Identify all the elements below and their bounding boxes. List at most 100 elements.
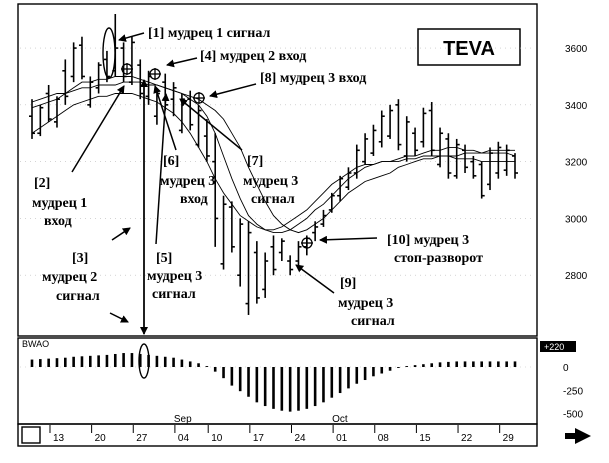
price-bar [170, 82, 177, 117]
price-bar [245, 221, 252, 315]
price-tick-2800: 2800 [565, 271, 588, 282]
annotation-9-line1: мудрец 3 [338, 296, 393, 311]
moving-average-line-2 [31, 81, 516, 234]
price-bar [512, 153, 518, 179]
price-bar [370, 124, 377, 156]
price-bar [287, 255, 294, 276]
price-bar [345, 167, 352, 191]
price-bar [253, 241, 260, 304]
annotation-arrows [71, 32, 378, 335]
price-bar [153, 90, 160, 125]
date-tick-29: 29 [503, 433, 515, 444]
price-bar [270, 235, 277, 276]
crosshair-marker-8 [193, 92, 205, 104]
price-bar [495, 141, 502, 179]
annotation-6-number: [6] [163, 154, 179, 169]
oscillator-axis-labels: 0 -250 -500 [563, 363, 583, 421]
price-bar [95, 62, 102, 94]
price-bar [278, 238, 285, 262]
date-tick-24: 24 [294, 433, 306, 444]
price-bar [128, 36, 135, 85]
price-bar [53, 96, 60, 128]
annotation-4: [4] мудрец 2 вход [200, 49, 306, 64]
price-bar [228, 201, 235, 253]
price-bar [120, 42, 127, 83]
price-bar [62, 59, 69, 105]
price-bar [137, 59, 144, 100]
signal-ellipse-oscillator [138, 343, 150, 379]
price-bar [478, 161, 485, 199]
price-bar [462, 144, 469, 173]
price-bar [487, 147, 494, 191]
annotation-3-number: [3] [72, 251, 88, 266]
date-tick-13: 13 [53, 433, 65, 444]
date-tick-17: 17 [253, 433, 265, 444]
annotation-5-line2: сигнал [152, 287, 196, 302]
price-bar [353, 144, 360, 179]
annotation-2-line2: вход [44, 214, 72, 229]
price-bar [29, 99, 35, 139]
annotation-5-line1: мудрец 3 [147, 269, 202, 284]
price-axis-labels: 3600 3400 3200 3000 2800 [565, 44, 588, 282]
crosshair-marker-5 [149, 68, 161, 80]
annotation-3-line2: сигнал [56, 289, 100, 304]
crosshair-marker-4 [121, 63, 133, 75]
price-bar [445, 133, 452, 179]
price-tick-3000: 3000 [565, 214, 588, 225]
annotation-10-line2: стоп-разворот [394, 251, 483, 266]
scroll-right-arrow-icon[interactable] [565, 428, 591, 444]
price-bar [337, 175, 344, 202]
price-bars [29, 14, 518, 315]
price-bar [453, 138, 460, 179]
date-axis-labels: 13 20 27 04 10 17 24 01 08 15 22 29 Sep Oct [49, 414, 515, 444]
price-bar [45, 84, 52, 122]
scroll-box[interactable] [21, 426, 41, 444]
date-tick-15: 15 [419, 433, 431, 444]
price-bar [87, 76, 94, 108]
price-tick-3200: 3200 [565, 158, 588, 169]
price-bar [78, 36, 85, 80]
price-bar [203, 119, 210, 162]
oscillator-readout: +220 [544, 342, 564, 352]
price-bar [312, 221, 319, 242]
date-tick-20: 20 [95, 433, 107, 444]
price-bar [420, 107, 427, 148]
price-gridlines [20, 47, 535, 276]
month-label-Oct: Oct [332, 414, 348, 425]
price-bar [320, 209, 327, 227]
price-tick-3400: 3400 [565, 101, 588, 112]
annotation-7-line2: сигнал [251, 192, 295, 207]
date-axis-frame [17, 423, 538, 447]
price-bar [220, 195, 227, 270]
date-tick-08: 08 [378, 433, 390, 444]
annotation-10-line1: [10] мудрец 3 [387, 233, 469, 248]
oscillator-histogram [20, 353, 535, 412]
price-bar [470, 155, 477, 179]
annotation-2-line1: мудрец 1 [32, 196, 87, 211]
price-bar [262, 252, 269, 298]
annotation-9-line2: сигнал [351, 314, 395, 329]
price-bar [70, 42, 77, 83]
price-bar [395, 99, 402, 151]
annotation-1: [1] мудрец 1 сигнал [148, 26, 270, 41]
date-tick-10: 10 [211, 433, 223, 444]
annotation-5-number: [5] [156, 251, 172, 266]
oscillator-tick--250: -250 [563, 386, 583, 397]
price-bar [295, 241, 302, 267]
date-tick-04: 04 [178, 433, 190, 444]
annotation-2-number: [2] [34, 176, 50, 191]
annotation-6-line2: вход [180, 192, 208, 207]
crosshair-marker-10 [301, 237, 313, 249]
price-bar [437, 127, 444, 168]
ticker-label: TEVA [443, 38, 495, 60]
annotation-9-number: [9] [340, 276, 356, 291]
date-tick-22: 22 [461, 433, 473, 444]
annotation-8: [8] мудрец 3 вход [260, 71, 366, 86]
oscillator-panel-frame [17, 337, 538, 425]
annotation-7-number: [7] [247, 154, 263, 169]
price-bar [195, 104, 202, 148]
price-bar [412, 127, 419, 156]
moving-average-line-3 [31, 93, 515, 231]
date-tick-27: 27 [136, 433, 148, 444]
date-tick-01: 01 [336, 433, 348, 444]
